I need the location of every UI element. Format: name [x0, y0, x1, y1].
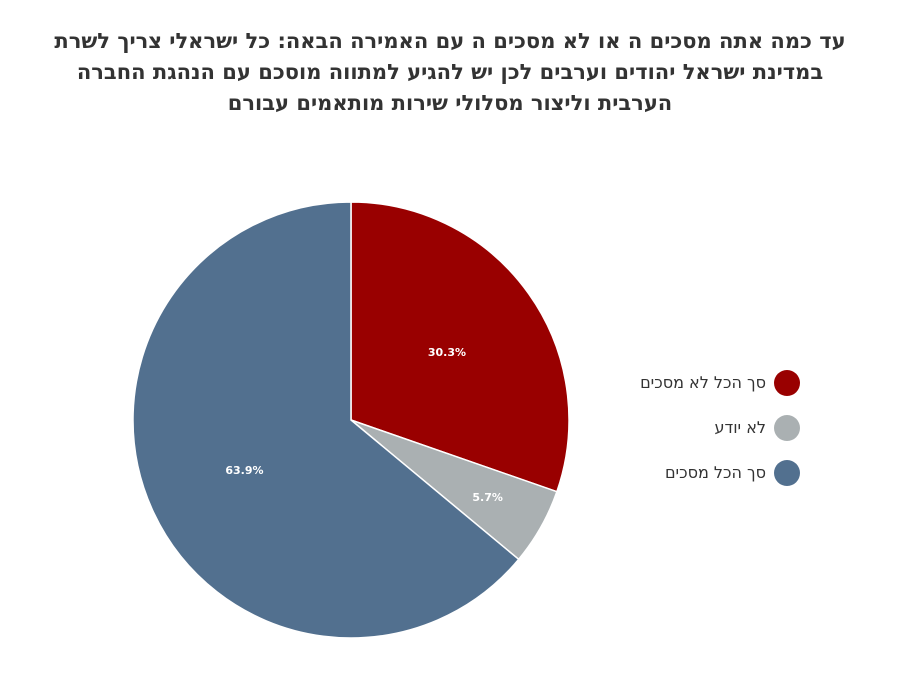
legend: סך הכל לא מסכים לא יודע סך הכל מסכים — [560, 360, 800, 495]
chart-title: עד כמה אתה מסכים ה או לא מסכים ה עם האמי… — [20, 26, 880, 119]
data-label-agree: 63.9% — [225, 464, 263, 477]
legend-marker-agree — [774, 459, 800, 486]
chart-title-line-2: במדינת ישראל יהודים וערבים לכן יש להגיע … — [76, 60, 824, 84]
pie-slice-disagree[interactable] — [350, 201, 570, 493]
legend-item-disagree[interactable]: סך הכל לא מסכים — [560, 360, 800, 405]
legend-label-agree: סך הכל מסכים — [664, 463, 766, 482]
legend-label-dont-know: לא יודע — [714, 418, 766, 437]
legend-item-dont-know[interactable]: לא יודע — [560, 405, 800, 450]
data-label-dont-know: 5.7% — [472, 491, 503, 504]
pie-slice-agree[interactable] — [132, 201, 520, 639]
legend-marker-dont-know — [774, 414, 800, 441]
legend-marker-disagree — [774, 369, 800, 396]
chart-title-line-1: עד כמה אתה מסכים ה או לא מסכים ה עם האמי… — [54, 29, 846, 53]
pie-slices — [132, 201, 570, 639]
pie-data-labels: 30.3% 5.7% 63.9% — [225, 346, 503, 504]
legend-label-disagree: סך הכל לא מסכים — [640, 373, 766, 392]
data-label-disagree: 30.3% — [428, 346, 466, 359]
chart-title-line-3: הערבית וליצור מסלולי שירות מותאמים עבורם — [227, 91, 673, 115]
legend-item-agree[interactable]: סך הכל מסכים — [560, 450, 800, 495]
